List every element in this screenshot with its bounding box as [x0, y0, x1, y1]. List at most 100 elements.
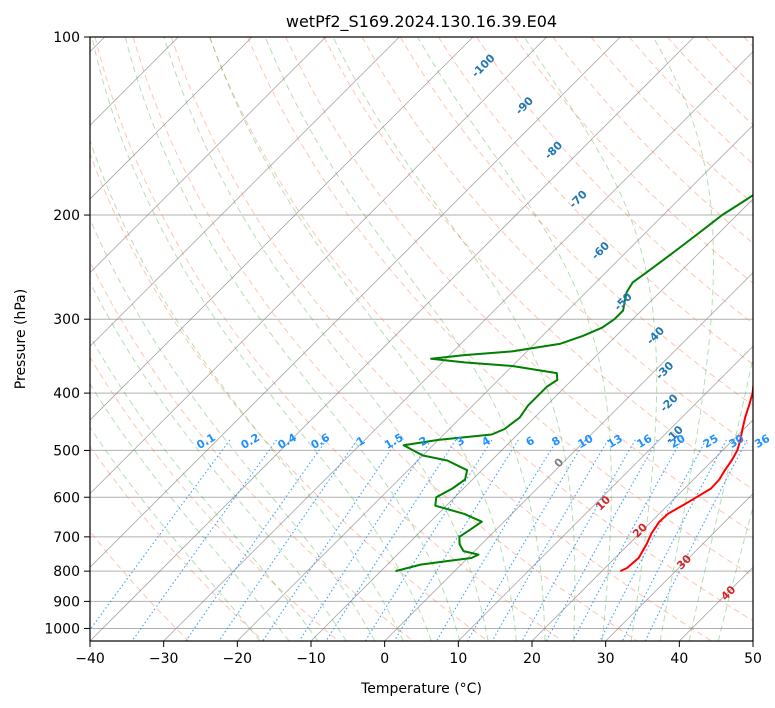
moist-adiabat-line	[717, 505, 753, 641]
dry-adiabat-line	[90, 445, 264, 641]
dry-adiabat-line	[132, 37, 638, 641]
dry-adiabat-line	[90, 356, 339, 641]
dry-adiabats	[90, 37, 753, 641]
mixing-ratio-label: 25	[701, 432, 721, 451]
x-tick-label: 50	[744, 651, 762, 667]
isotherm-line	[90, 37, 474, 421]
x-tick-label: 20	[523, 651, 541, 667]
isotherm-line	[752, 640, 753, 641]
mixing-ratio-label: 13	[605, 432, 625, 451]
isotherm-label: -50	[612, 290, 635, 313]
x-tick-label: 40	[670, 651, 688, 667]
isotherm-label: -60	[589, 239, 612, 262]
isotherm-label: -100	[469, 51, 498, 80]
dry-adiabat-line	[90, 152, 488, 641]
mixing-ratio-label: 10	[576, 432, 596, 451]
mixing-ratio-line	[599, 439, 707, 641]
y-tick-label: 500	[53, 443, 80, 459]
mixing-ratio-label: 4	[479, 434, 492, 449]
x-axis: −40 −30 −20 −10 0 10 20 30 40 50	[75, 641, 762, 667]
mixing-ratio-line	[185, 439, 327, 641]
x-tick-label: −30	[149, 651, 179, 667]
dry-adiabat-line	[285, 37, 753, 534]
y-tick-label: 600	[53, 490, 80, 506]
moist-adiabat-line	[90, 382, 290, 641]
moist-adiabat-line	[124, 37, 461, 641]
y-tick-label: 300	[53, 312, 80, 328]
y-tick-label: 100	[53, 30, 80, 46]
x-tick-label: 30	[597, 651, 615, 667]
moist-adiabat-line	[264, 37, 546, 641]
dry-adiabat-line	[94, 37, 563, 641]
isotherm-line	[531, 419, 753, 641]
plot-frame	[89, 36, 754, 642]
y-axis-label: Pressure (hPa)	[13, 289, 29, 389]
moist-adiabats	[90, 37, 753, 641]
isotherm-label: -40	[644, 324, 667, 347]
mixing-ratio-label: 0.1	[194, 431, 217, 452]
moist-adiabat-label: 40	[718, 583, 738, 603]
mixing-ratio-line	[393, 439, 519, 641]
mixing-ratio-line	[467, 439, 586, 641]
moist-adiabat-line	[209, 37, 517, 641]
x-tick-label: 10	[449, 651, 467, 667]
dry-adiabat-line	[247, 37, 753, 577]
pressure-grid	[90, 37, 753, 629]
isotherm-line	[310, 198, 753, 641]
isotherm-line	[458, 345, 753, 641]
isotherm-line	[237, 124, 753, 641]
moist-adiabat-label: 0	[552, 455, 567, 470]
isotherm-line	[90, 37, 695, 641]
moist-adiabat-line	[688, 355, 753, 641]
dry-adiabat-line	[209, 37, 753, 622]
moist-adiabat-line	[332, 37, 576, 641]
y-tick-label: 700	[53, 530, 80, 546]
y-tick-label: 200	[53, 208, 80, 224]
mixing-ratio-line	[364, 439, 493, 641]
isotherm-line	[605, 493, 753, 641]
moist-adiabat-line	[90, 138, 404, 641]
dry-adiabat-line	[590, 37, 753, 205]
mixing-ratio-label: 1.5	[382, 431, 405, 452]
temperature-profile-line	[619, 379, 753, 573]
mixing-ratio-label: 0.2	[239, 431, 262, 452]
x-tick-label: 0	[380, 651, 389, 667]
mixing-ratio-line	[325, 439, 457, 641]
moist-adiabat-line	[90, 426, 261, 641]
moist-adiabat-line	[523, 37, 658, 641]
isotherm-line	[90, 37, 326, 274]
isotherm-label: -80	[542, 139, 565, 162]
mixing-ratio-line	[644, 439, 748, 641]
mixing-ratio-line	[621, 439, 727, 641]
dry-adiabat-line	[743, 37, 753, 48]
dry-adiabat-line	[476, 37, 753, 325]
dry-adiabat-line	[90, 260, 414, 641]
mixing-ratio-label: 0.6	[309, 431, 333, 452]
isotherm-label: -20	[658, 391, 681, 414]
mixing-ratio-line	[131, 439, 278, 641]
mixing-ratio-line	[491, 439, 609, 641]
x-tick-label: −40	[75, 651, 105, 667]
dry-adiabat-line	[399, 37, 753, 407]
moist-adiabat-line	[652, 37, 714, 641]
profiles	[395, 194, 753, 573]
chart-title: wetPf2_S169.2024.130.16.39.E04	[286, 12, 557, 32]
isotherm-line	[90, 37, 547, 495]
dry-adiabat-line	[552, 37, 753, 244]
isotherm-line	[90, 37, 253, 200]
mixing-ratio-label: 6	[524, 434, 537, 449]
isotherm-line	[384, 272, 753, 641]
moist-adiabat-line	[90, 217, 376, 641]
mixing-ratio-label: 3	[454, 434, 467, 449]
dry-adiabat-line	[323, 37, 753, 491]
x-tick-label: −20	[223, 651, 253, 667]
mixing-ratio-label: 0.4	[275, 431, 299, 452]
mixing-ratio-line	[262, 439, 399, 641]
isotherm-line	[163, 51, 753, 641]
isotherm-line	[90, 37, 621, 568]
y-tick-label: 800	[53, 564, 80, 580]
y-tick-label: 1000	[44, 621, 80, 637]
dry-adiabat-line	[437, 37, 753, 365]
